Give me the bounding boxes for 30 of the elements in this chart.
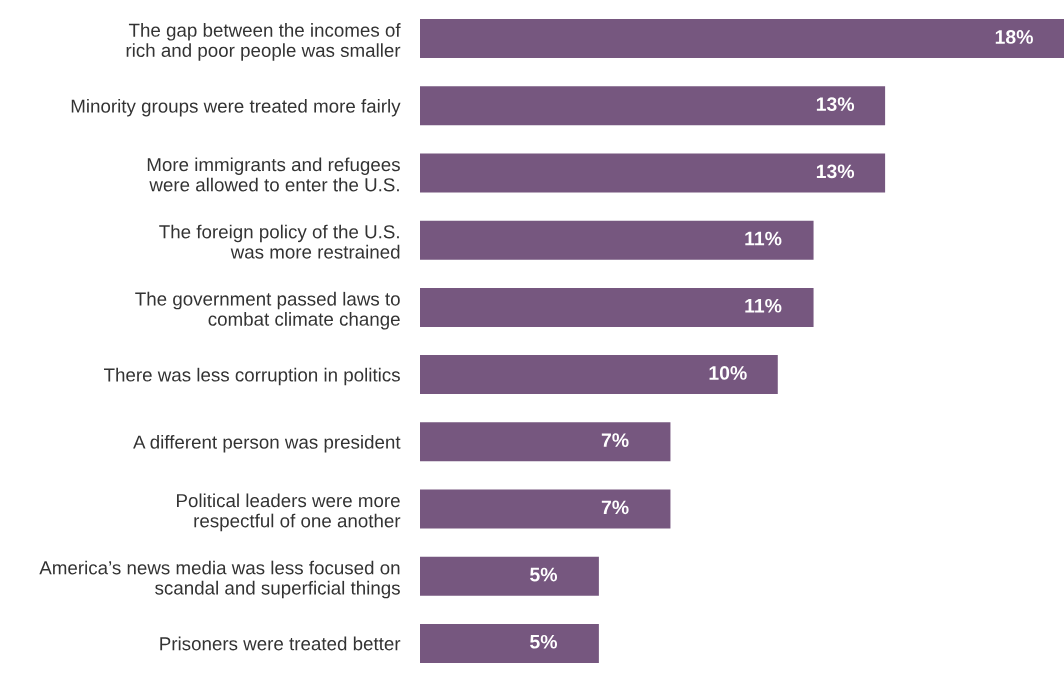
- bar: [420, 19, 1064, 59]
- data-label: 10%: [709, 366, 747, 380]
- bar: [420, 422, 671, 462]
- bar: [420, 86, 886, 126]
- y-tick-label: More immigrants and refugees were allowed to enter the U.S.: [147, 157, 400, 192]
- bar: [420, 287, 814, 327]
- data-label: 11%: [745, 298, 782, 313]
- data-label: 13%: [816, 164, 855, 179]
- y-tick-label: A different person was president: [133, 435, 401, 453]
- bar: [420, 623, 599, 663]
- data-label: 7%: [601, 500, 629, 515]
- y-tick-label: Political leaders were more respectful of one another: [177, 493, 401, 532]
- bar: [420, 556, 599, 596]
- y-tick-label: There was less corruption in politics: [104, 367, 400, 386]
- y-tick-label: The government passed laws to combat climate change: [135, 291, 400, 330]
- y-tick-label: Prisoners were treated better: [160, 636, 401, 651]
- y-tick-label: America’s news media was less focused on scandal and superficial things: [39, 560, 400, 599]
- data-label: 7%: [601, 433, 629, 447]
- data-label: 18%: [995, 30, 1033, 44]
- y-tick-label: The foreign policy of the U.S. was more restrained: [159, 224, 400, 259]
- bar: [420, 489, 671, 529]
- bar: [420, 355, 778, 395]
- bar: [420, 220, 814, 260]
- y-tick-label: Minority groups were treated more fairly: [71, 99, 401, 117]
- data-label: 13%: [816, 97, 855, 112]
- bar: [420, 153, 886, 193]
- y-tick-label: The gap between the incomes of rich and poor people was smaller: [126, 23, 401, 61]
- data-label: 11%: [745, 231, 782, 246]
- data-label: 5%: [530, 567, 558, 582]
- data-label: 5%: [530, 634, 558, 649]
